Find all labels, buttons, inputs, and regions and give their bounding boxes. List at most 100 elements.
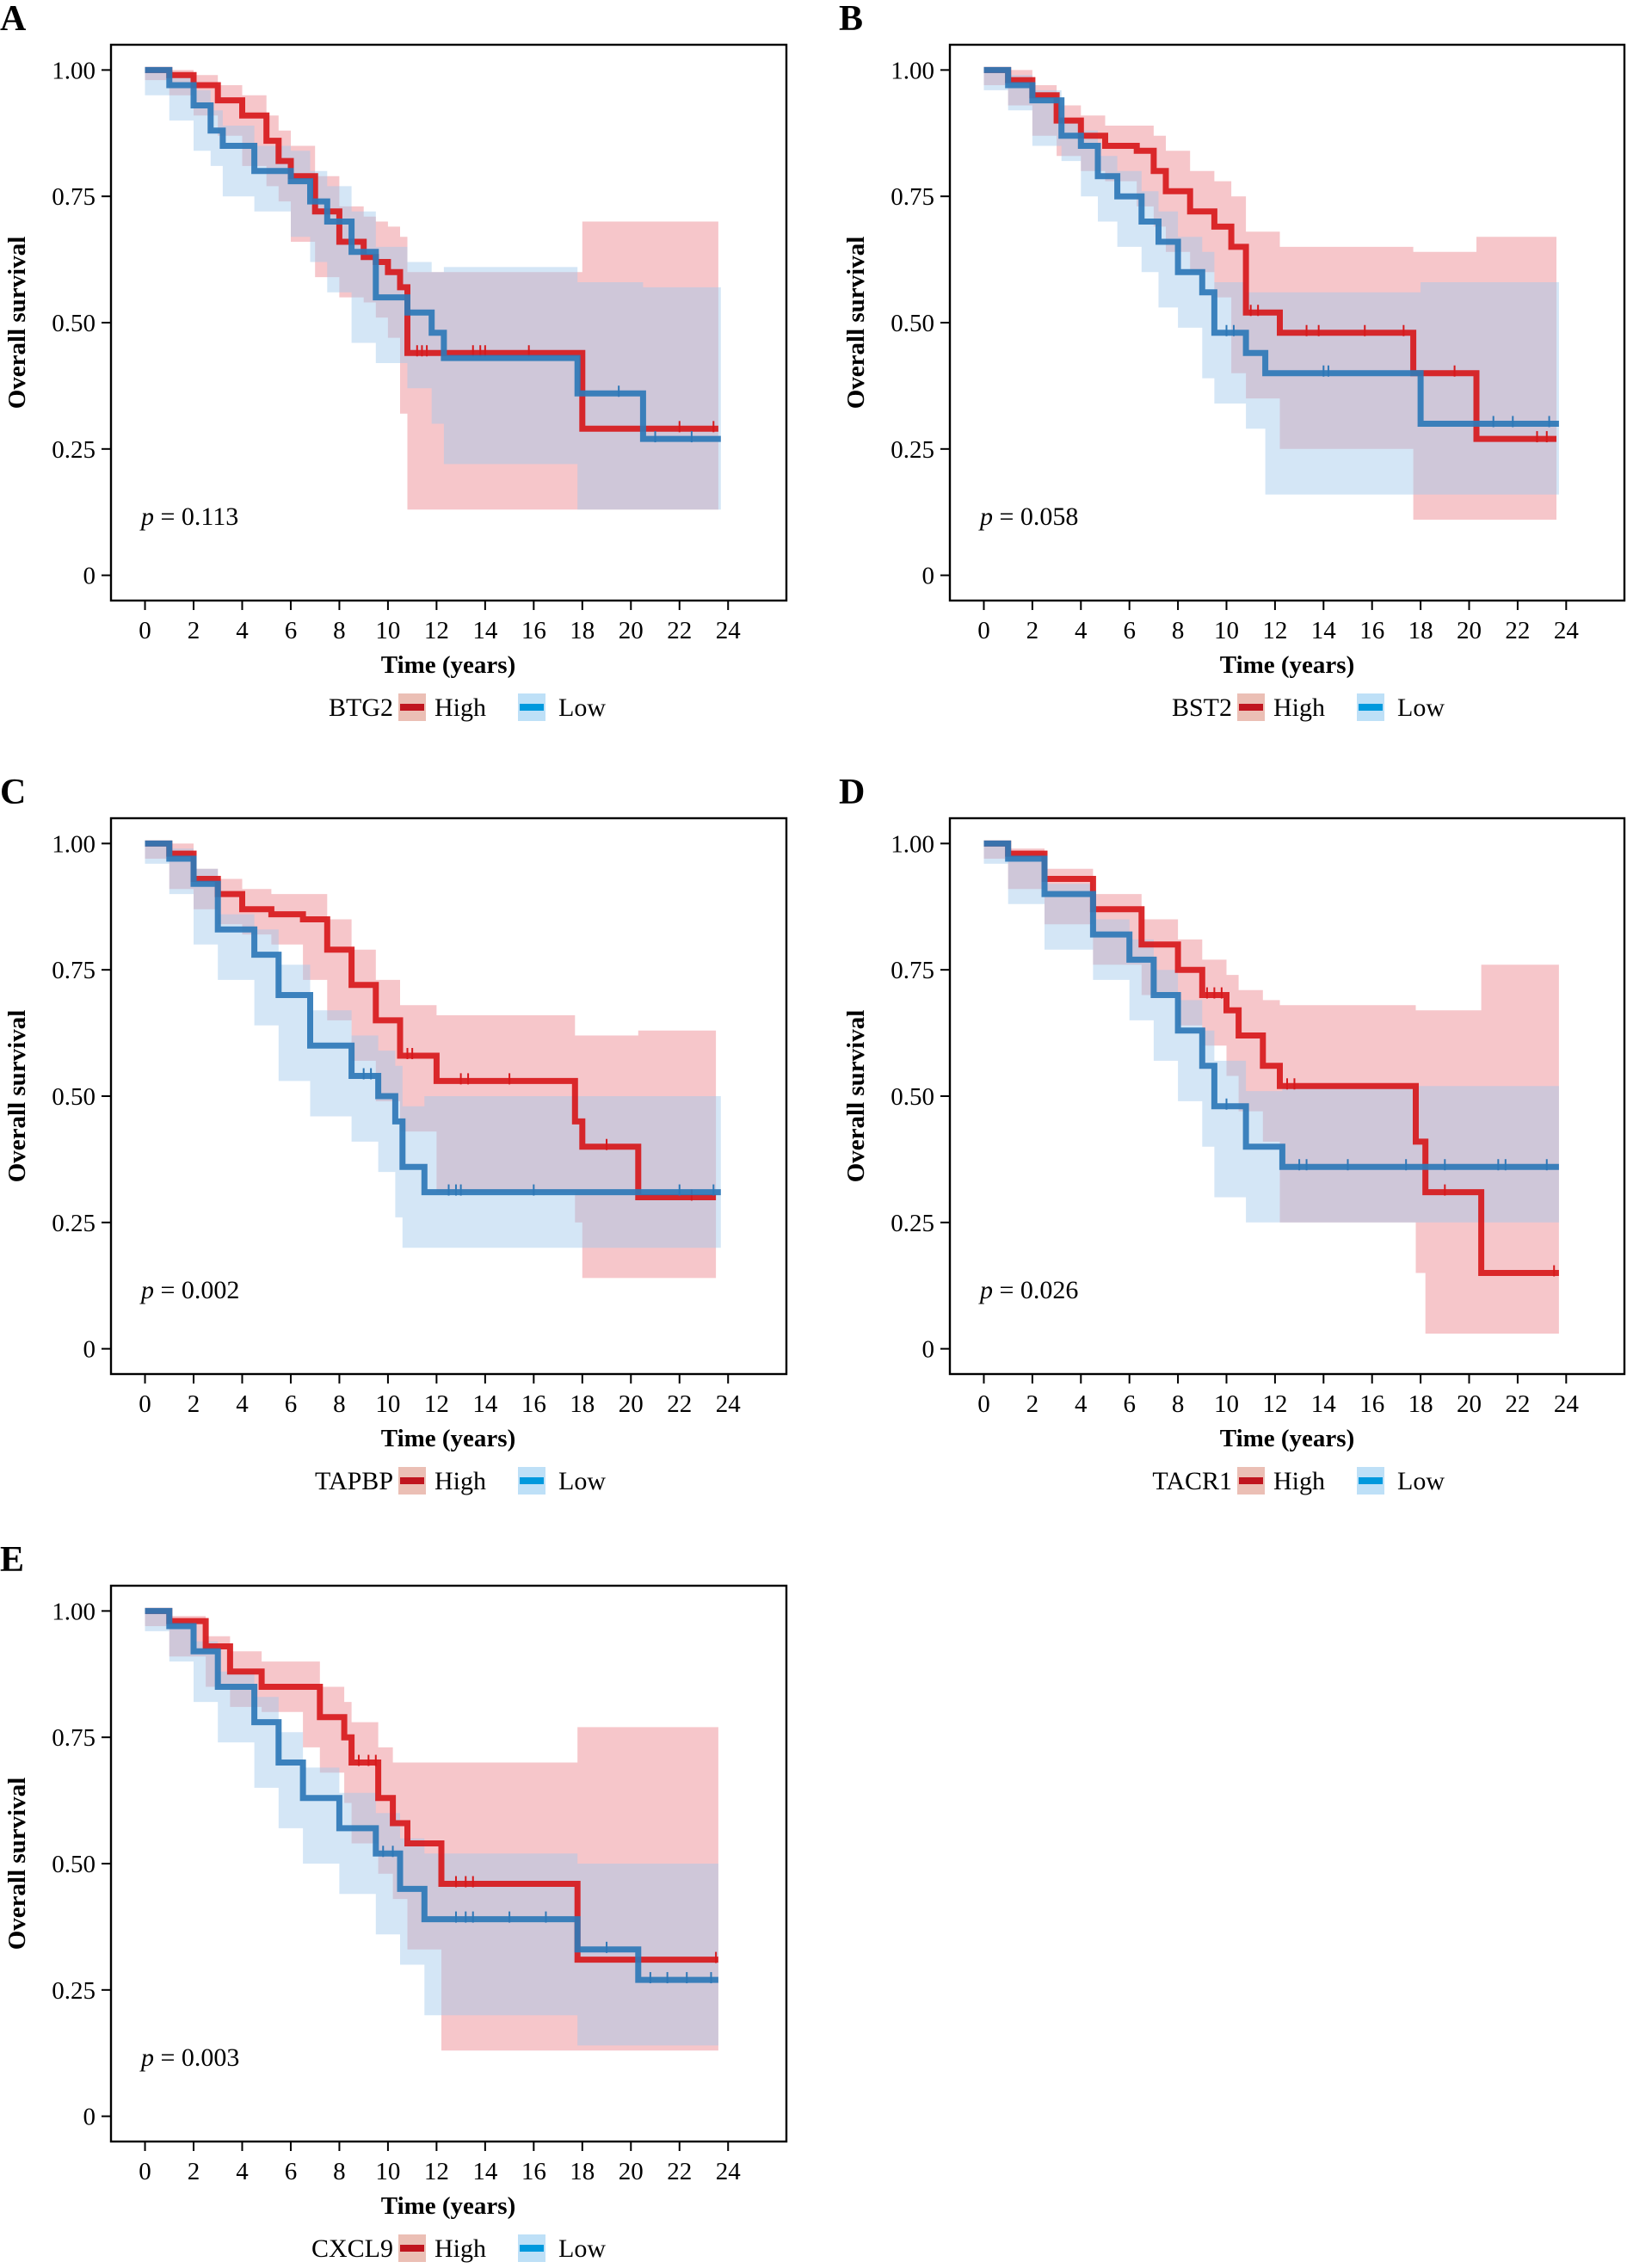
legend-label-low: Low <box>558 693 606 722</box>
x-tick-label: 22 <box>667 1390 692 1418</box>
y-tick-label: 0.50 <box>891 1083 934 1111</box>
legend-line-high <box>400 2245 424 2252</box>
x-tick-label: 2 <box>188 617 200 644</box>
panel-label: C <box>0 773 26 812</box>
legend-line-low <box>520 704 544 711</box>
y-axis-title: Overall survival <box>3 1778 31 1951</box>
x-tick-label: 8 <box>1172 617 1185 644</box>
x-tick-label: 6 <box>285 617 298 644</box>
survival-curve-high <box>145 840 717 1200</box>
survival-curve-low <box>983 66 1559 427</box>
x-tick-label: 2 <box>1026 617 1039 644</box>
legend-label-high: High <box>1273 693 1325 722</box>
x-axis: 0 2 4 6 8 10 12 14 16 18 20 22 24 <box>139 1374 741 1418</box>
x-tick-label: 4 <box>1075 617 1088 644</box>
y-axis-title: Overall survival <box>3 1010 31 1183</box>
y-axis-title: Overall survival <box>842 237 870 410</box>
x-tick-label: 8 <box>333 2158 346 2185</box>
p-value-text: = 0.002 <box>154 1276 239 1304</box>
p-symbol: p <box>139 502 154 531</box>
x-tick-label: 6 <box>285 1390 298 1418</box>
x-axis: 0 2 4 6 8 10 12 14 16 18 20 22 24 <box>139 601 741 644</box>
legend-title: CXCL9 <box>311 2234 393 2263</box>
survival-curves <box>983 840 1559 1277</box>
y-tick-label: 0.50 <box>52 310 96 337</box>
x-tick-label: 20 <box>1457 1390 1482 1418</box>
legend-label-low: Low <box>558 1467 606 1495</box>
x-tick-label: 6 <box>285 2158 298 2185</box>
x-tick-label: 10 <box>1214 617 1239 644</box>
x-tick-label: 0 <box>139 2158 151 2185</box>
y-axis: 0 0.25 0.50 0.75 1.00 <box>52 1598 111 2131</box>
p-value-text: = 0.113 <box>154 502 238 531</box>
y-tick-label: 0 <box>922 563 935 590</box>
survival-curves <box>983 66 1559 443</box>
x-tick-label: 4 <box>236 1390 249 1418</box>
x-tick-label: 16 <box>521 1390 546 1418</box>
x-tick-label: 14 <box>472 2158 498 2185</box>
survival-curve-high <box>145 1607 718 1963</box>
y-tick-label: 1.00 <box>891 830 934 858</box>
legend-label-low: Low <box>558 2234 606 2263</box>
x-tick-label: 24 <box>1554 617 1580 644</box>
x-tick-label: 12 <box>424 1390 449 1418</box>
x-tick-label: 8 <box>333 1390 346 1418</box>
p-value: p = 0.003 <box>139 2043 239 2072</box>
p-value: p = 0.002 <box>139 1276 239 1304</box>
confidence-band-low <box>983 70 1559 495</box>
legend: TAPBP High Low <box>315 1467 606 1495</box>
y-tick-label: 0.50 <box>52 1851 96 1878</box>
y-axis-title: Overall survival <box>842 1010 870 1183</box>
legend-label-low: Low <box>1397 1467 1445 1495</box>
survival-curves <box>145 1607 718 1984</box>
x-tick-label: 4 <box>236 2158 249 2185</box>
y-tick-label: 0 <box>922 1336 935 1364</box>
x-tick-label: 14 <box>1311 1390 1337 1418</box>
panel-label: D <box>839 773 865 812</box>
y-tick-label: 0.25 <box>52 436 96 464</box>
legend: TACR1 High Low <box>1152 1467 1445 1495</box>
y-tick-label: 1.00 <box>891 57 934 84</box>
legend-title: BST2 <box>1172 693 1232 722</box>
x-tick-label: 22 <box>1505 1390 1530 1418</box>
y-tick-label: 0.50 <box>891 310 934 337</box>
x-tick-label: 22 <box>667 617 692 644</box>
legend: BST2 High Low <box>1172 693 1445 722</box>
legend-label-high: High <box>434 2234 486 2263</box>
x-tick-label: 8 <box>1172 1390 1185 1418</box>
p-symbol: p <box>139 1276 154 1304</box>
survival-curve-high <box>145 66 718 432</box>
x-tick-label: 16 <box>521 617 546 644</box>
legend-line-high <box>1239 704 1263 711</box>
x-tick-label: 12 <box>1262 617 1287 644</box>
y-tick-label: 0.25 <box>891 436 934 464</box>
x-tick-label: 0 <box>139 617 151 644</box>
y-tick-label: 1.00 <box>52 830 96 858</box>
p-symbol: p <box>978 502 993 531</box>
y-axis: 0 0.25 0.50 0.75 1.00 <box>891 830 950 1364</box>
panel-a: A 00.250.500.751.00 0 2 4 6 8 10 12 14 16 18 20 22 2… <box>0 0 788 722</box>
x-tick-label: 6 <box>1123 617 1136 644</box>
confidence-band-high <box>983 843 1559 1334</box>
x-tick-label: 2 <box>188 1390 200 1418</box>
x-tick-label: 10 <box>375 1390 400 1418</box>
y-tick-label: 0 <box>83 563 96 590</box>
x-tick-label: 0 <box>977 1390 990 1418</box>
x-tick-label: 12 <box>424 2158 449 2185</box>
x-tick-label: 16 <box>521 2158 546 2185</box>
survival-curve-low <box>145 66 721 442</box>
survival-curves <box>145 66 721 443</box>
x-tick-label: 20 <box>1457 617 1482 644</box>
x-tick-label: 16 <box>1359 617 1384 644</box>
x-tick-label: 20 <box>619 2158 644 2185</box>
x-tick-label: 10 <box>1214 1390 1239 1418</box>
x-tick-label: 16 <box>1359 1390 1384 1418</box>
x-tick-label: 18 <box>570 2158 595 2185</box>
confidence-band-low <box>145 843 721 1248</box>
legend-label-high: High <box>434 693 486 722</box>
legend-line-low <box>520 2245 544 2252</box>
x-axis-title: Time (years) <box>381 2192 516 2220</box>
legend-title: TACR1 <box>1152 1467 1232 1495</box>
survival-curve-low <box>145 840 721 1196</box>
x-tick-label: 14 <box>472 1390 498 1418</box>
